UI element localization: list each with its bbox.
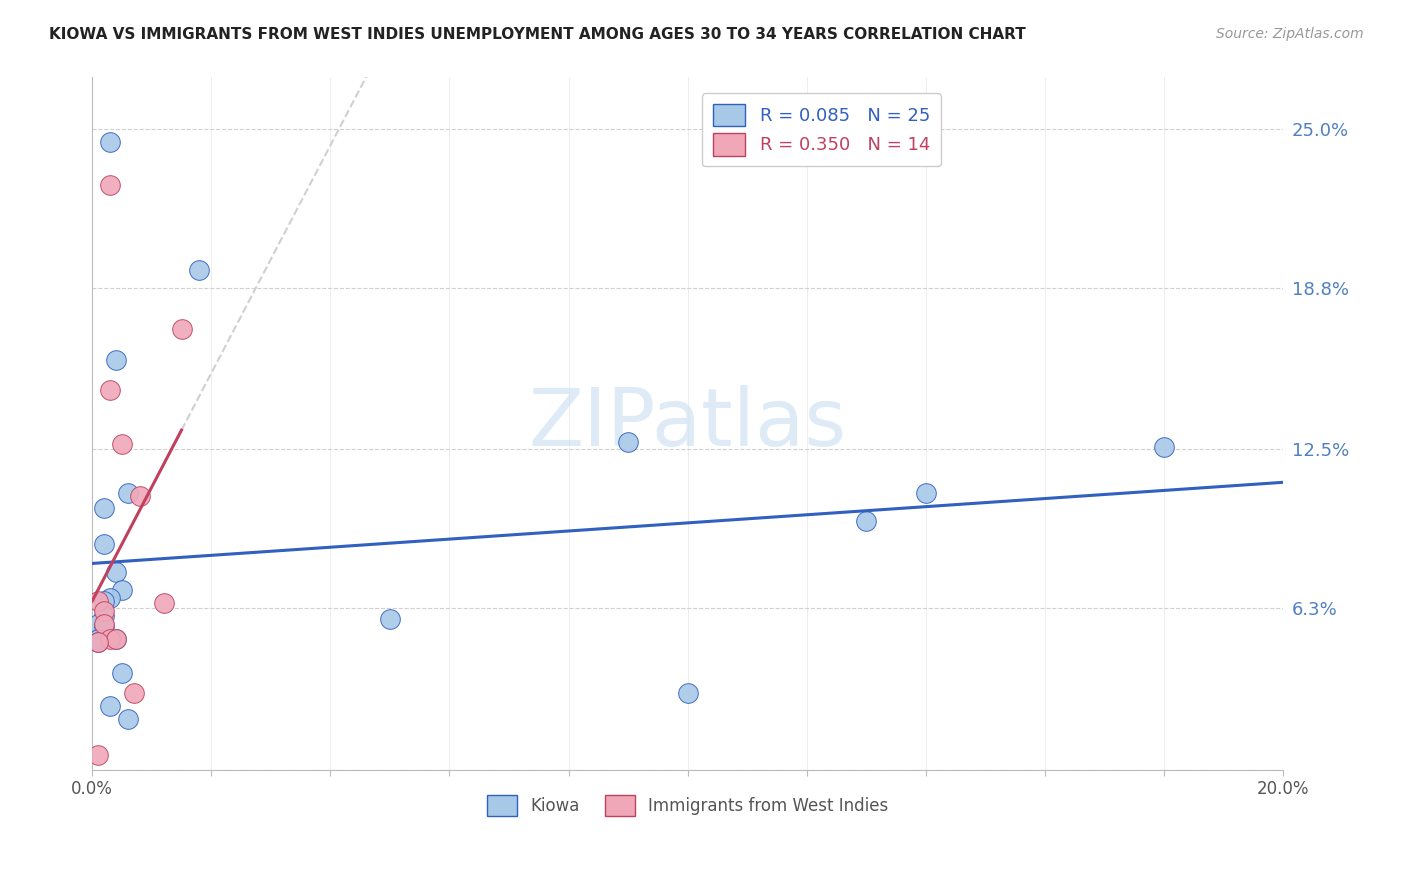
Point: [117, 486, 139, 500]
Point: [617, 434, 640, 449]
Point: [105, 352, 128, 367]
Point: [87, 634, 110, 648]
Point: [93, 619, 115, 633]
Text: Source: ZipAtlas.com: Source: ZipAtlas.com: [1216, 27, 1364, 41]
Point: [87, 593, 110, 607]
Point: [98, 632, 121, 647]
Legend: Kiowa, Immigrants from West Indies: Kiowa, Immigrants from West Indies: [478, 787, 897, 824]
Point: [87, 632, 110, 647]
Point: [93, 593, 115, 607]
Text: KIOWA VS IMMIGRANTS FROM WEST INDIES UNEMPLOYMENT AMONG AGES 30 TO 34 YEARS CORR: KIOWA VS IMMIGRANTS FROM WEST INDIES UNE…: [49, 27, 1026, 42]
Point: [111, 437, 134, 451]
Point: [152, 596, 174, 610]
Point: [98, 178, 121, 193]
Point: [93, 609, 115, 624]
Point: [855, 514, 877, 528]
Point: [117, 712, 139, 726]
Point: [128, 489, 150, 503]
Point: [105, 632, 128, 647]
Point: [93, 616, 115, 631]
Point: [93, 501, 115, 516]
Point: [1153, 440, 1175, 454]
Point: [170, 322, 193, 336]
Point: [915, 486, 938, 500]
Y-axis label: Unemployment Among Ages 30 to 34 years: Unemployment Among Ages 30 to 34 years: [0, 242, 8, 606]
Point: [93, 537, 115, 551]
Point: [122, 686, 145, 700]
Point: [188, 262, 211, 277]
Point: [87, 634, 110, 648]
Point: [378, 612, 401, 626]
Point: [676, 686, 699, 700]
Point: [87, 616, 110, 631]
Point: [111, 665, 134, 680]
Point: [111, 583, 134, 598]
Point: [98, 384, 121, 398]
Text: ZIPatlas: ZIPatlas: [529, 384, 846, 463]
Point: [105, 566, 128, 580]
Point: [93, 604, 115, 618]
Point: [105, 632, 128, 647]
Point: [87, 747, 110, 762]
Point: [98, 698, 121, 713]
Point: [98, 591, 121, 606]
Point: [98, 135, 121, 149]
